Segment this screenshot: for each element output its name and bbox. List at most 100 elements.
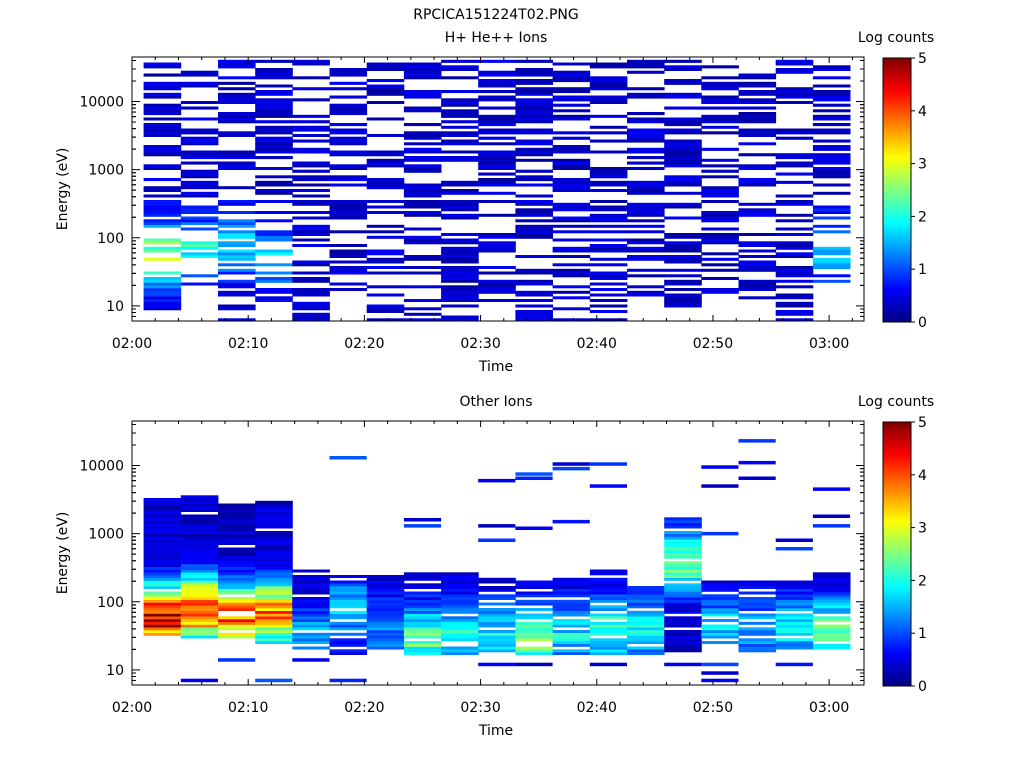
heatmap-cell (738, 260, 777, 264)
heatmap-cell (441, 586, 479, 589)
heatmap-cell (143, 553, 182, 556)
heatmap-cell (589, 594, 628, 598)
heatmap-cell (589, 175, 628, 179)
heatmap-cell (180, 550, 219, 554)
heatmap-cell (366, 624, 405, 628)
heatmap-cell (627, 120, 665, 124)
heatmap-cell (441, 304, 479, 308)
heatmap-cell (292, 597, 330, 600)
heatmap-cell (701, 186, 739, 190)
heatmap-cell (255, 106, 293, 110)
heatmap-cell (664, 544, 702, 548)
heatmap-cell (664, 643, 702, 647)
heatmap-cell (738, 90, 777, 94)
heatmap-cell (292, 87, 330, 91)
heatmap-cell (441, 150, 479, 154)
heatmap-cell (664, 525, 702, 529)
heatmap-cell (218, 230, 256, 234)
heatmap-cell (589, 213, 628, 217)
heatmap-cell (441, 76, 479, 80)
heatmap-cell (366, 630, 405, 633)
heatmap-cell (366, 605, 405, 609)
heatmap-cell (701, 484, 739, 488)
heatmap-cell (255, 114, 293, 118)
heatmap-cell (589, 646, 628, 650)
heatmap-cell (775, 92, 814, 96)
heatmap-cell (255, 277, 293, 280)
heatmap-cell (218, 550, 256, 554)
heatmap-cell (775, 252, 814, 256)
heatmap-cell (701, 65, 739, 69)
heatmap-cell (180, 208, 219, 212)
heatmap-cell (664, 304, 702, 308)
heatmap-cell (180, 583, 219, 587)
heatmap-cell (812, 68, 851, 71)
heatmap-cell (664, 517, 702, 521)
heatmap-cell (627, 167, 665, 170)
heatmap-cell (515, 627, 553, 631)
heatmap-cell (403, 183, 442, 187)
heatmap-cell (478, 164, 516, 168)
heatmap-cell (738, 73, 777, 77)
heatmap-cell (366, 635, 405, 639)
heatmap-cell (664, 564, 702, 567)
heatmap-cell (515, 194, 553, 198)
heatmap-cell (515, 98, 553, 102)
heatmap-cell (403, 156, 442, 160)
heatmap-cell (552, 150, 591, 154)
heatmap-cell (812, 580, 851, 584)
heatmap-cell (218, 533, 256, 537)
heatmap-cell (441, 246, 479, 250)
heatmap-cell (589, 616, 628, 620)
heatmap-cell (478, 266, 516, 269)
heatmap-cell (738, 602, 777, 606)
heatmap-cell (627, 594, 665, 598)
heatmap-cell (627, 62, 665, 66)
heatmap-cell (329, 150, 368, 154)
heatmap-cell (366, 150, 405, 154)
heatmap-cell (292, 580, 330, 584)
heatmap-cell (292, 134, 330, 137)
heatmap-cell (812, 230, 851, 234)
heatmap-cell (515, 219, 553, 223)
heatmap-cell (552, 79, 591, 83)
heatmap-cell (775, 268, 814, 272)
heatmap-cell (589, 183, 628, 187)
heatmap-cell (738, 460, 776, 465)
heatmap-cell (180, 564, 219, 567)
heatmap-cell (812, 65, 851, 69)
heatmap-cell (812, 577, 851, 581)
heatmap-cell (255, 288, 293, 291)
heatmap-cell (180, 495, 219, 499)
heatmap-cell (143, 517, 182, 521)
heatmap-cell (441, 621, 479, 625)
heatmap-cell (738, 178, 777, 182)
heatmap-cell (329, 643, 368, 647)
heatmap-cell (552, 189, 591, 192)
heatmap-cell (478, 98, 516, 102)
heatmap-cell (701, 235, 739, 239)
heatmap-cell (143, 564, 182, 567)
heatmap-cell (441, 191, 479, 195)
heatmap-cell (627, 249, 665, 253)
heatmap-cell (627, 117, 665, 121)
heatmap-cell (329, 252, 368, 256)
heatmap-cell (738, 605, 777, 609)
heatmap-cell (738, 591, 777, 595)
heatmap-cell (143, 84, 182, 88)
heatmap-cell (255, 542, 293, 545)
heatmap-cell (292, 307, 330, 311)
heatmap-cell (812, 586, 851, 589)
heatmap-cell (552, 161, 591, 165)
heatmap-cell (403, 191, 442, 195)
heatmap-cell (701, 95, 739, 99)
heatmap-cell (329, 624, 368, 628)
heatmap-cell (701, 678, 739, 683)
heatmap-cell (627, 95, 665, 99)
heatmap-cell (292, 575, 330, 578)
heatmap-cell (701, 619, 739, 622)
heatmap-cell (180, 588, 219, 592)
heatmap-cell (403, 312, 442, 316)
heatmap-cell (218, 95, 256, 99)
